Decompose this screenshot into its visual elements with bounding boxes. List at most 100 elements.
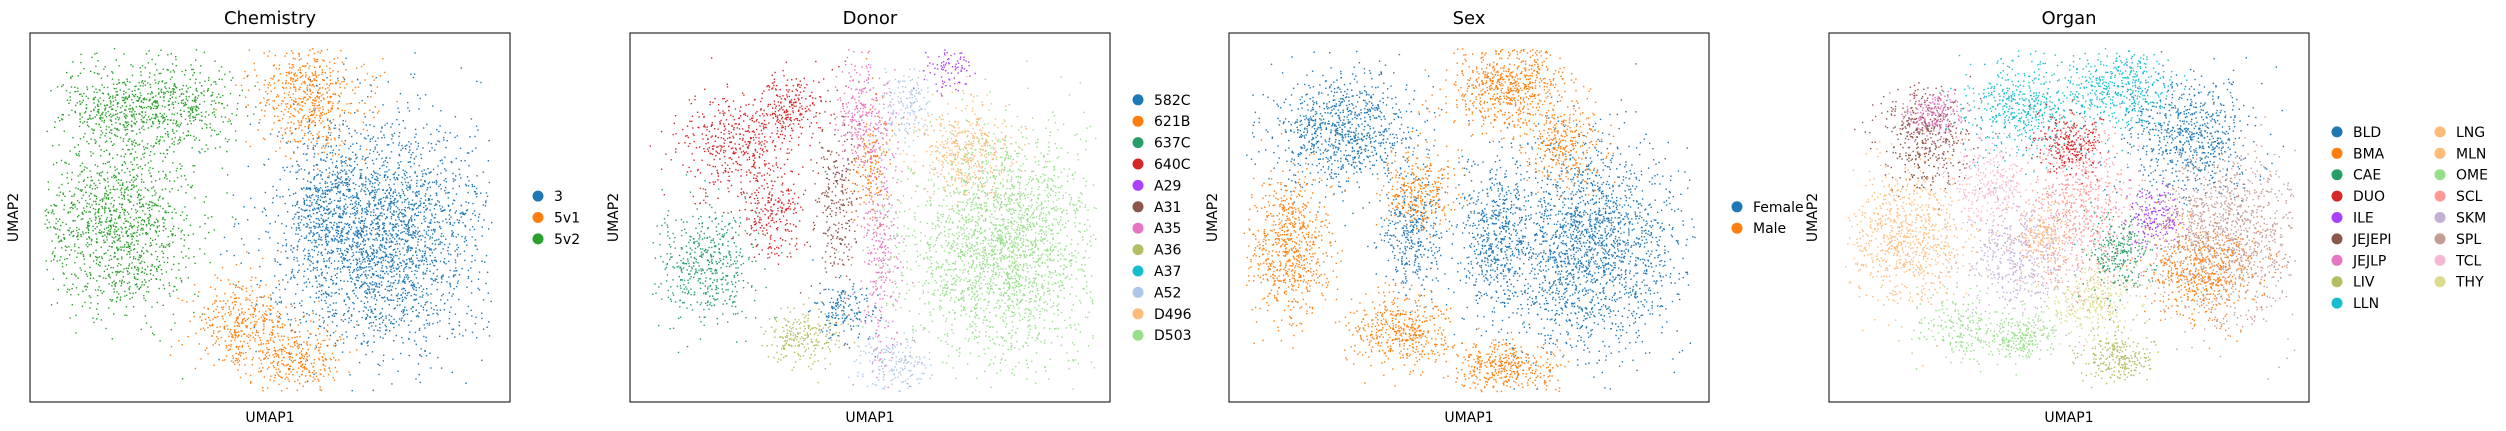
data-point — [323, 258, 325, 260]
data-point — [105, 207, 107, 209]
data-point — [89, 170, 91, 172]
data-point — [131, 169, 134, 171]
data-point — [192, 68, 194, 71]
data-point — [309, 83, 311, 86]
data-point — [78, 181, 80, 183]
data-point — [140, 100, 143, 102]
data-point — [317, 135, 320, 137]
data-point — [385, 265, 387, 268]
data-point — [134, 267, 136, 269]
data-point — [386, 255, 388, 257]
data-point — [279, 263, 282, 266]
data-point — [194, 101, 197, 103]
data-point — [223, 327, 225, 329]
data-point — [248, 252, 250, 254]
data-point — [455, 236, 457, 238]
data-point — [313, 362, 315, 364]
data-point — [157, 116, 159, 118]
data-point — [122, 138, 125, 140]
data-point — [156, 225, 158, 228]
data-point — [309, 118, 311, 120]
data-point — [317, 328, 319, 330]
data-point — [327, 227, 329, 229]
data-point — [134, 151, 137, 153]
data-point — [460, 67, 462, 69]
data-point — [357, 273, 359, 276]
data-point — [161, 80, 163, 82]
data-point — [227, 311, 230, 314]
data-point — [84, 132, 86, 135]
data-point — [387, 81, 389, 83]
data-point — [167, 69, 169, 71]
data-point — [384, 230, 386, 232]
data-point — [309, 264, 311, 266]
data-point — [102, 163, 104, 165]
data-point — [293, 216, 296, 218]
data-point — [297, 77, 299, 80]
data-point — [126, 98, 129, 100]
data-point — [360, 285, 363, 288]
data-point — [327, 137, 329, 139]
data-point — [152, 239, 154, 242]
data-point — [245, 326, 247, 328]
data-point — [130, 114, 133, 116]
data-point — [219, 96, 222, 98]
data-point — [321, 274, 323, 276]
data-point — [396, 223, 398, 225]
data-point — [456, 255, 459, 257]
data-point — [345, 213, 347, 215]
data-point — [321, 205, 323, 208]
data-point — [315, 58, 317, 61]
data-point — [132, 102, 134, 104]
data-point — [151, 103, 153, 105]
data-point — [397, 230, 400, 232]
data-point — [399, 196, 402, 199]
data-point — [284, 128, 286, 130]
data-point — [303, 237, 306, 239]
data-point — [377, 274, 379, 277]
data-point — [221, 315, 224, 317]
data-point — [143, 148, 146, 151]
data-point — [433, 265, 436, 267]
data-point — [75, 153, 77, 155]
data-point — [130, 235, 133, 238]
data-point — [153, 74, 156, 76]
data-point — [268, 354, 271, 357]
data-point — [111, 108, 114, 110]
data-point — [341, 140, 343, 142]
data-point — [117, 178, 120, 181]
data-point — [291, 268, 294, 271]
data-point — [294, 341, 296, 343]
data-point — [318, 87, 321, 90]
data-point — [199, 152, 201, 154]
data-point — [162, 217, 165, 219]
data-point — [99, 232, 101, 234]
data-point — [132, 236, 134, 238]
data-point — [321, 147, 323, 149]
data-point — [187, 111, 190, 113]
data-point — [312, 269, 314, 271]
data-point — [143, 196, 145, 198]
data-point — [276, 315, 278, 317]
data-point — [385, 325, 387, 328]
data-point — [116, 258, 118, 260]
data-point — [405, 199, 407, 201]
data-point — [310, 320, 312, 322]
data-point — [359, 265, 361, 268]
data-point — [304, 96, 307, 99]
data-point — [412, 76, 415, 79]
data-point — [113, 177, 116, 179]
data-point — [187, 87, 189, 89]
data-point — [314, 97, 316, 99]
data-point — [120, 203, 123, 206]
data-point — [69, 254, 71, 256]
data-point — [88, 126, 90, 128]
data-point — [125, 188, 128, 190]
data-point — [382, 259, 384, 261]
data-point — [229, 71, 231, 73]
data-point — [73, 193, 76, 195]
data-point — [164, 211, 166, 214]
data-point — [394, 191, 397, 193]
data-point — [435, 278, 438, 280]
data-point — [95, 198, 98, 200]
